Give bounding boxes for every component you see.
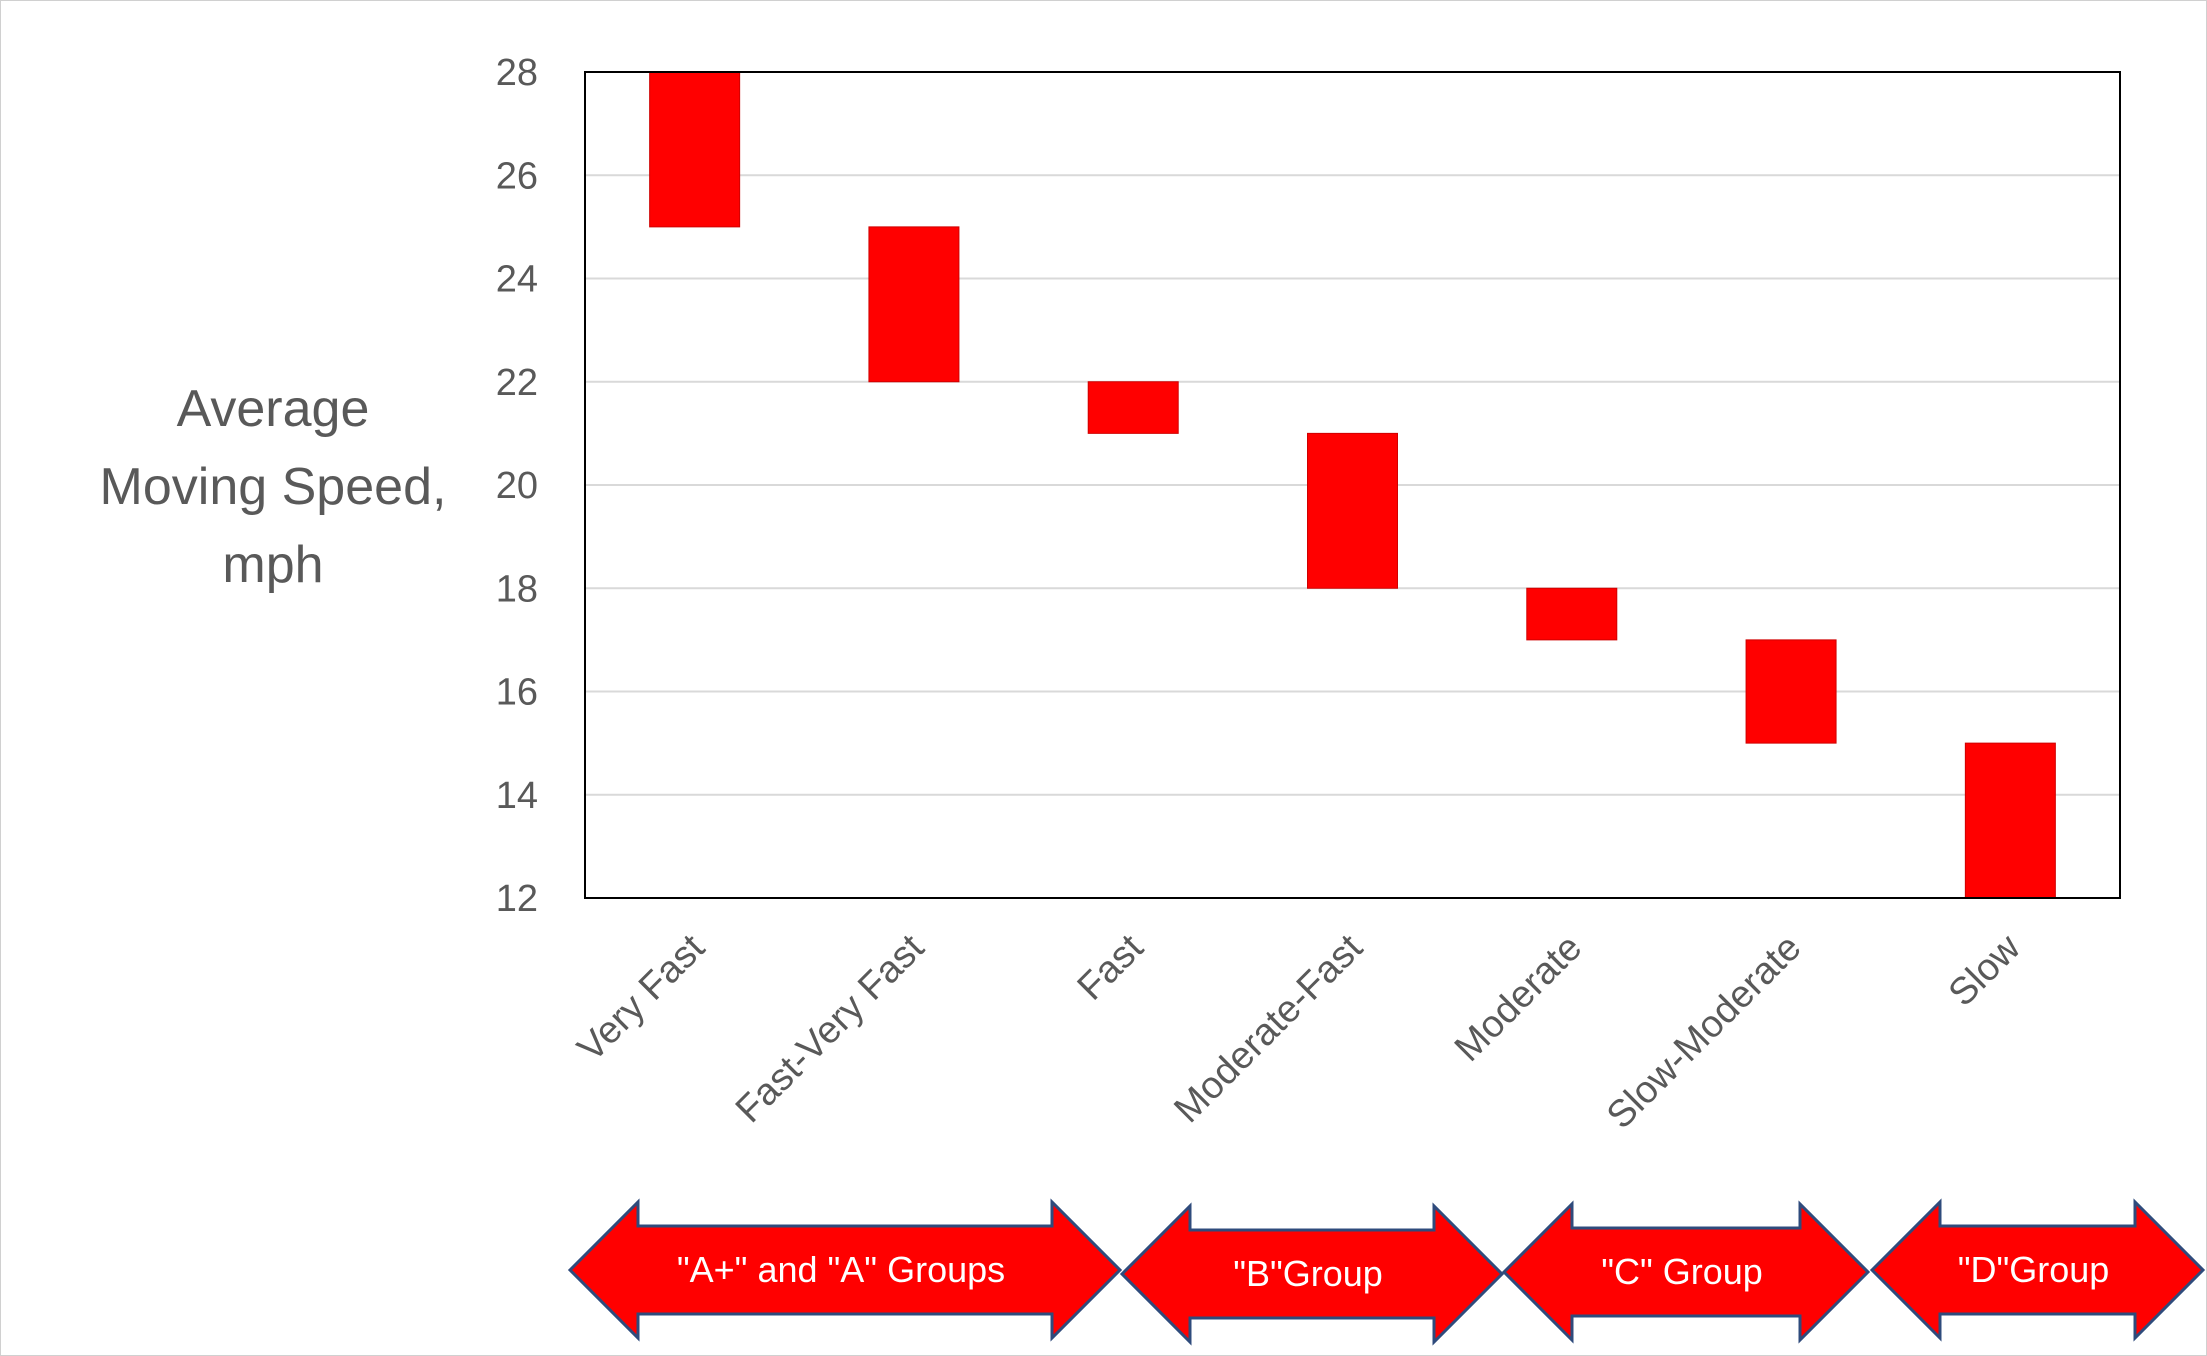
x-category-label: Moderate-Fast xyxy=(1166,926,1371,1131)
y-tick-label: 16 xyxy=(496,672,538,714)
group-label: "C" Group xyxy=(1601,1251,1763,1292)
x-category-label: Slow xyxy=(1941,926,2029,1014)
y-axis-label-line: mph xyxy=(222,536,323,594)
y-axis-label-line: Moving Speed, xyxy=(100,458,447,516)
y-tick-label: 14 xyxy=(496,775,538,817)
y-tick-label: 12 xyxy=(496,878,538,920)
x-category-label: Very Fast xyxy=(570,926,714,1070)
bar-2 xyxy=(1087,381,1179,434)
bar-0 xyxy=(649,71,741,228)
group-arrow xyxy=(1119,1202,1505,1346)
x-category-label: Slow-Moderate xyxy=(1599,927,1809,1137)
y-tick-label: 20 xyxy=(496,465,538,507)
x-category-label: Moderate xyxy=(1447,927,1590,1070)
plot-area-border xyxy=(584,71,2121,899)
group-arrows: "A+" and "A" Groups "B"Group "C" Group "D"G… xyxy=(567,1198,2206,1346)
x-category-label: Fast xyxy=(1070,926,1152,1008)
bar-5 xyxy=(1745,639,1837,744)
group-arrow xyxy=(567,1198,1123,1342)
y-tick-label: 28 xyxy=(496,52,538,94)
y-tick-label: 24 xyxy=(496,259,538,301)
x-category-label: Fast-Very Fast xyxy=(728,926,933,1131)
group-label: "A+" and "A" Groups xyxy=(677,1249,1005,1290)
group-label: "B"Group xyxy=(1233,1253,1383,1294)
bar-3 xyxy=(1307,432,1398,589)
y-tick-label: 26 xyxy=(496,155,538,197)
bar-4 xyxy=(1526,587,1618,641)
y-axis-label: Average Moving Speed, mph xyxy=(100,380,447,594)
bar-1 xyxy=(868,226,960,383)
group-label: "D"Group xyxy=(1958,1249,2110,1290)
group-arrow xyxy=(1869,1198,2206,1342)
y-axis-ticks: 12 14 16 18 20 22 24 26 28 xyxy=(496,52,538,920)
bars xyxy=(649,71,2056,899)
x-axis-categories: Very Fast Fast-Very Fast Fast Moderate-Fast… xyxy=(570,926,2029,1137)
bar-6 xyxy=(1964,742,2056,899)
y-tick-label: 18 xyxy=(496,568,538,610)
y-axis-label-line: Average xyxy=(177,380,370,438)
y-tick-label: 22 xyxy=(496,362,538,404)
group-arrow xyxy=(1501,1200,1871,1344)
